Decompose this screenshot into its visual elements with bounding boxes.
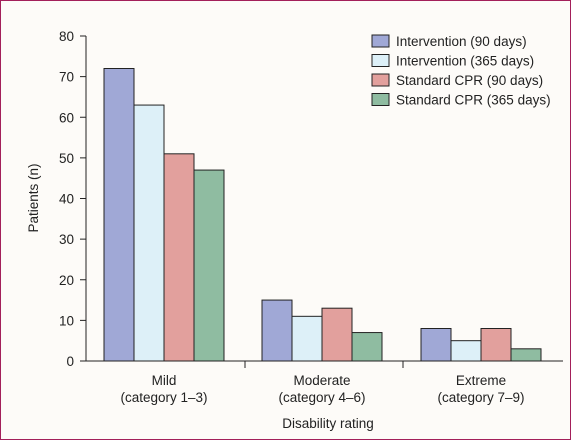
bars-group <box>103 68 542 362</box>
bar <box>510 348 542 362</box>
x-tick-label: (category 7–9) <box>437 390 524 405</box>
y-tick-label: 80 <box>59 29 74 44</box>
legend-swatch <box>371 54 390 67</box>
bar <box>193 169 225 362</box>
bar <box>480 328 512 362</box>
legend-label: Standard CPR (90 days) <box>396 73 543 88</box>
bar <box>351 332 383 362</box>
x-tick-label: Mild <box>152 373 177 388</box>
x-tick-label: (category 4–6) <box>278 390 365 405</box>
bar <box>163 153 195 362</box>
bar <box>321 307 353 362</box>
y-tick-label: 20 <box>59 273 74 288</box>
x-tick-label: Moderate <box>293 373 350 388</box>
x-tick-label: Extreme <box>456 373 506 388</box>
bar <box>420 328 452 362</box>
bar <box>133 104 165 362</box>
y-tick-label: 0 <box>66 354 74 369</box>
bar <box>291 315 323 362</box>
y-tick-label: 50 <box>59 151 74 166</box>
legend-swatch <box>371 73 390 87</box>
y-tick-label: 10 <box>59 313 74 328</box>
y-tick-label: 30 <box>59 232 74 247</box>
bar <box>103 68 135 362</box>
y-tick-label: 70 <box>59 70 74 85</box>
legend-label: Standard CPR (365 days) <box>396 93 551 108</box>
legend-swatch <box>371 93 390 106</box>
legend-label: Intervention (365 days) <box>396 54 534 69</box>
y-tick-label: 40 <box>59 192 74 207</box>
bar <box>261 299 293 362</box>
y-axis-title: Patients (n) <box>26 163 41 232</box>
axes-group: 0 10 20 30 40 50 60 70 80 Mild (category 1–3) Moder… <box>59 29 563 405</box>
legend-swatch <box>371 34 390 48</box>
x-tick-label: (category 1–3) <box>120 390 207 405</box>
x-axis-title: Disability rating <box>282 416 374 431</box>
legend-label: Intervention (90 days) <box>396 34 527 49</box>
y-tick-label: 60 <box>59 110 74 125</box>
legend: Intervention (90 days) Intervention (365 … <box>371 34 551 108</box>
bar <box>450 340 482 362</box>
